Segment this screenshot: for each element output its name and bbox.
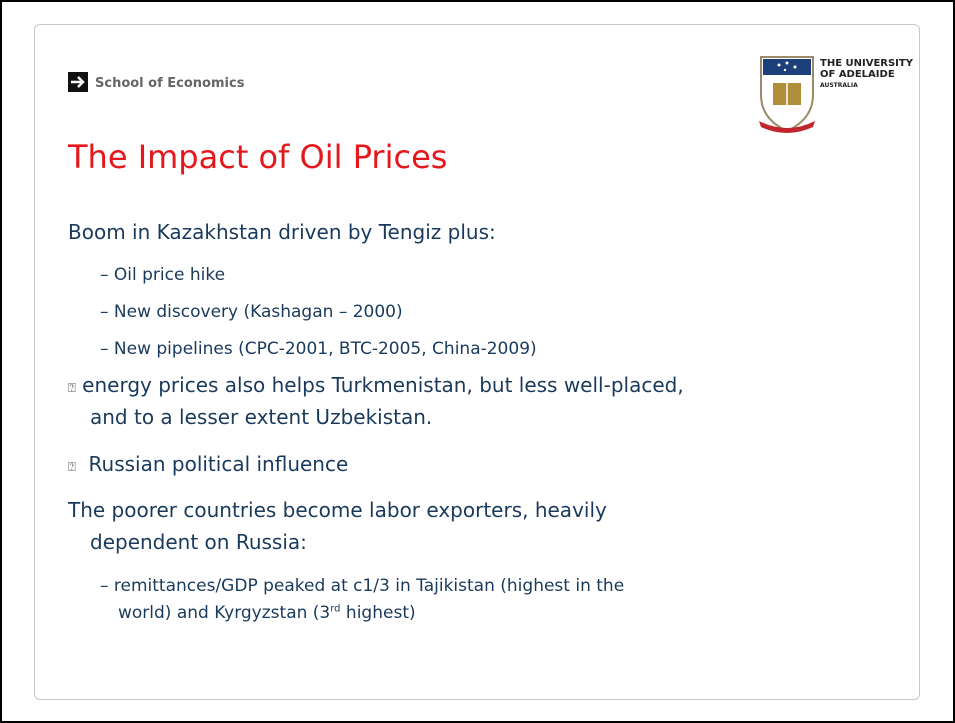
logo-line: AUSTRALIA	[820, 82, 858, 89]
logo-line: OF ADELAIDE	[820, 69, 895, 80]
marker: –	[100, 302, 109, 322]
slide-border	[34, 24, 920, 700]
bullet: ⍰ Russian political influence	[68, 452, 348, 476]
text: world) and Kyrgyzstan (3	[118, 603, 331, 623]
arrow-icon	[68, 72, 88, 92]
bullet: Boom in Kazakhstan driven by Tengiz plus…	[68, 220, 496, 244]
marker: ⍰	[68, 460, 76, 475]
marker: –	[100, 576, 109, 596]
school-name: School of Economics	[95, 76, 245, 91]
marker: –	[100, 339, 109, 359]
slide-title: The Impact of Oil Prices	[68, 138, 448, 176]
bullet: The poorer countries become labor export…	[68, 498, 607, 522]
text: Oil price hike	[113, 265, 226, 285]
bullet-continued: and to a lesser extent Uzbekistan.	[90, 405, 433, 429]
marker: ⍰	[68, 381, 76, 396]
sub-bullet: – remittances/GDP peaked at c1/3 in Taji…	[100, 576, 624, 596]
logo-line: THE UNIVERSITY	[820, 58, 913, 69]
logo-text: THE UNIVERSITY OF ADELAIDE AUSTRALIA	[820, 58, 913, 91]
superscript: rd	[330, 603, 341, 615]
text: New pipelines (CPC-2001, BTC-2005, China…	[113, 339, 537, 359]
text: energy prices also helps Turkmenistan, b…	[82, 373, 684, 397]
sub-bullet: – New pipelines (CPC-2001, BTC-2005, Chi…	[100, 339, 537, 359]
sub-bullet-continued: world) and Kyrgyzstan (3rd highest)	[118, 603, 416, 623]
text: New discovery (Kashagan – 2000)	[113, 302, 403, 322]
marker: –	[100, 265, 109, 285]
text: Russian political influence	[88, 452, 349, 476]
bullet-continued: dependent on Russia:	[90, 530, 307, 554]
logo-crest	[759, 56, 815, 133]
sub-bullet: – Oil price hike	[100, 265, 225, 285]
text: highest)	[340, 603, 416, 623]
text: remittances/GDP peaked at c1/3 in Tajiki…	[113, 576, 625, 596]
sub-bullet: – New discovery (Kashagan – 2000)	[100, 302, 403, 322]
bullet: ⍰ energy prices also helps Turkmenistan,…	[68, 373, 684, 397]
